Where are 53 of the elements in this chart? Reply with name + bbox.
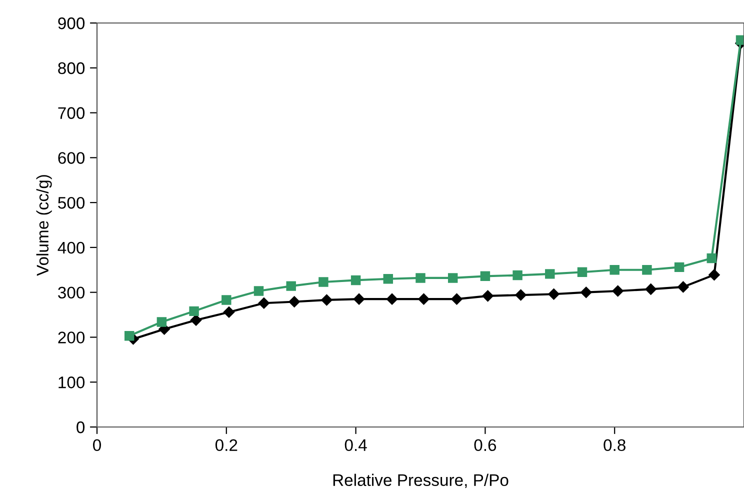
y-tick-label: 700 [58,107,85,119]
y-tick-label: 300 [58,286,85,299]
point [480,271,490,282]
point [286,281,296,291]
point [642,265,652,275]
x-tick-label: 0.4 [344,439,367,452]
point [386,293,398,305]
point [610,265,620,275]
point [451,293,462,305]
point [548,288,560,300]
point [612,285,624,297]
point [222,295,232,305]
point [706,253,717,264]
y-tick-label: 200 [58,332,85,344]
point [124,331,134,341]
point [156,317,167,327]
point [190,314,202,326]
x-tick-label: 0.8 [604,439,626,452]
x-tick-label: 0 [93,439,101,452]
point [678,281,689,293]
y-tick-label: 100 [58,376,85,388]
point [189,306,199,316]
point [321,294,332,306]
point [545,269,555,279]
y-tick-label: 900 [58,17,85,30]
x-tick-label: 0.6 [474,439,496,452]
y-tick-label: 600 [58,152,85,164]
point [254,286,264,296]
point [577,267,588,277]
point [288,296,300,308]
point [416,273,426,283]
point [353,293,365,305]
point [383,274,394,284]
point [512,270,522,280]
x-axis-title: Relative Pressure, P/Po [333,474,508,488]
point [580,286,592,298]
point [482,290,494,302]
point [708,269,720,280]
point [674,262,684,272]
y-axis-title: Volume (cc/g) [36,175,52,276]
y-tick-label: 400 [58,242,85,254]
y-tick-label: 0 [76,421,85,434]
y-tick-label: 800 [58,62,85,74]
point [448,273,458,283]
point [645,284,656,295]
point [515,289,526,301]
point [350,275,361,286]
point [418,293,430,305]
point [223,306,235,318]
x-tick-label: 0.2 [215,439,238,452]
point [258,298,270,309]
point [318,277,328,287]
y-tick-label: 500 [58,196,85,209]
